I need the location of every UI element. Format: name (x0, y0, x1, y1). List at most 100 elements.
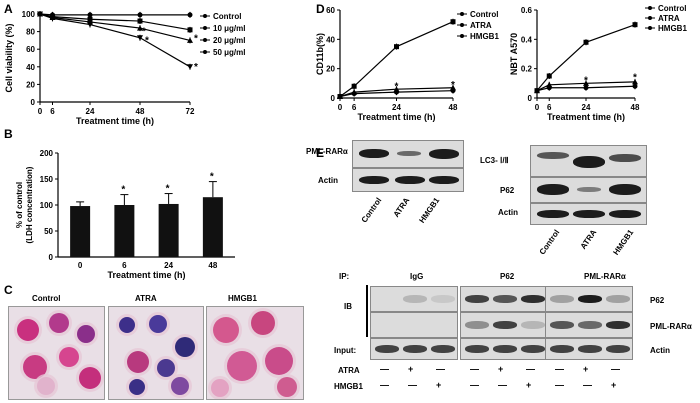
blot-band (493, 345, 517, 353)
cell-nucleus (59, 347, 79, 367)
data-point (137, 12, 143, 18)
treatment-mark: — (555, 380, 564, 390)
blot-band (606, 295, 630, 303)
data-point (583, 85, 589, 91)
x-tick-label: 48 (631, 103, 640, 112)
x-tick-label: 0 (535, 103, 540, 112)
y-tick-label: 100 (22, 10, 36, 19)
ip-blot-strip (545, 338, 633, 360)
blot-band (606, 345, 630, 353)
cell-nucleus (77, 325, 95, 343)
blot-band (465, 321, 489, 329)
data-point (546, 73, 552, 79)
treatment-mark: — (408, 380, 417, 390)
legend-label: 20 μg/ml (213, 36, 245, 45)
data-point (37, 11, 43, 17)
blot-band (403, 345, 427, 353)
data-point (87, 22, 93, 28)
x-tick-label: 0 (78, 261, 83, 270)
cell-nucleus (17, 319, 39, 341)
panel-label-e: E (316, 146, 325, 160)
y-tick-label: 0 (528, 94, 533, 103)
blot-actin-right (530, 203, 647, 225)
lane-label-control-right: Control (537, 228, 562, 257)
y-tick-label: 60 (326, 6, 335, 15)
treatment-mark: — (380, 380, 389, 390)
legend-label: Control (213, 12, 241, 21)
x-tick-label: 6 (547, 103, 552, 112)
x-tick-label: 6 (352, 103, 357, 112)
blot-band (578, 295, 602, 303)
y-tick-label: 150 (40, 175, 54, 184)
series-line (536, 81, 636, 92)
cell-nucleus (171, 377, 189, 395)
y-tick-label: 0.2 (521, 65, 533, 74)
data-point (187, 37, 193, 43)
data-point (137, 18, 143, 24)
lane-label-hmgb1-right: HMGB1 (611, 228, 636, 257)
lane-label-atra: ATRA (391, 196, 412, 219)
data-point (450, 19, 456, 25)
series-line (39, 13, 190, 16)
bar (70, 206, 91, 257)
significance-star: * (194, 62, 198, 73)
data-point (632, 22, 638, 28)
ip-blot-strip (460, 312, 548, 338)
blot-band (403, 295, 427, 303)
bar (202, 197, 223, 257)
x-axis-label: Treatment time (h) (76, 116, 154, 126)
cell-nucleus (79, 367, 101, 389)
y-tick-label: 40 (326, 35, 335, 44)
significance-star: * (142, 27, 146, 38)
cell-nucleus (265, 347, 293, 375)
treatment-mark: — (498, 380, 507, 390)
panel-label-b: B (4, 127, 13, 141)
cell-nucleus (211, 379, 229, 397)
cell-nucleus (227, 351, 257, 381)
treat-label-hmgb1: HMGB1 (334, 382, 363, 391)
ib-label: IB (344, 302, 352, 311)
bar (158, 203, 179, 257)
blot-band (465, 295, 489, 303)
treatment-mark: + (436, 380, 442, 390)
blot-p62 (530, 177, 647, 203)
panel-label-a: A (4, 2, 13, 16)
ip-label: IP: (339, 272, 350, 281)
series-line (39, 13, 191, 68)
data-point (187, 12, 193, 18)
treatment-mark: — (611, 364, 620, 374)
ip-blot-strip (545, 286, 633, 312)
significance-star: * (451, 80, 455, 91)
input-row-actin: Actin (650, 346, 670, 355)
legend-label: 50 μg/ml (213, 48, 245, 57)
micrograph-hmgb1 (206, 306, 304, 400)
blot-band (550, 345, 574, 353)
y-tick-label: 80 (26, 28, 35, 37)
blot-pml-rara (352, 140, 464, 168)
x-axis-label: Treatment time (h) (547, 112, 625, 122)
y-tick-label: 0 (31, 98, 36, 107)
y-tick-label: 20 (26, 80, 35, 89)
treatment-mark: — (583, 380, 592, 390)
ip-blot-strip (460, 286, 548, 312)
cell-nucleus (37, 377, 55, 395)
x-tick-label: 0 (38, 107, 43, 116)
blot-band (521, 345, 545, 353)
treatment-mark: + (498, 364, 504, 374)
lane-label-atra-right: ATRA (578, 228, 599, 251)
blot-band (521, 321, 545, 329)
x-tick-label: 72 (186, 107, 195, 116)
ip-blot-strip (460, 338, 548, 360)
micro-label-control: Control (32, 294, 61, 303)
significance-star: * (584, 75, 588, 86)
legend-marker (648, 16, 652, 20)
data-point (87, 12, 93, 18)
blot-band (521, 295, 545, 303)
y-tick-label: 200 (40, 149, 54, 158)
data-point (337, 93, 343, 100)
blot-row-actin: Actin (318, 176, 338, 185)
data-point (351, 83, 357, 89)
micro-label-hmgb1: HMGB1 (228, 294, 257, 303)
